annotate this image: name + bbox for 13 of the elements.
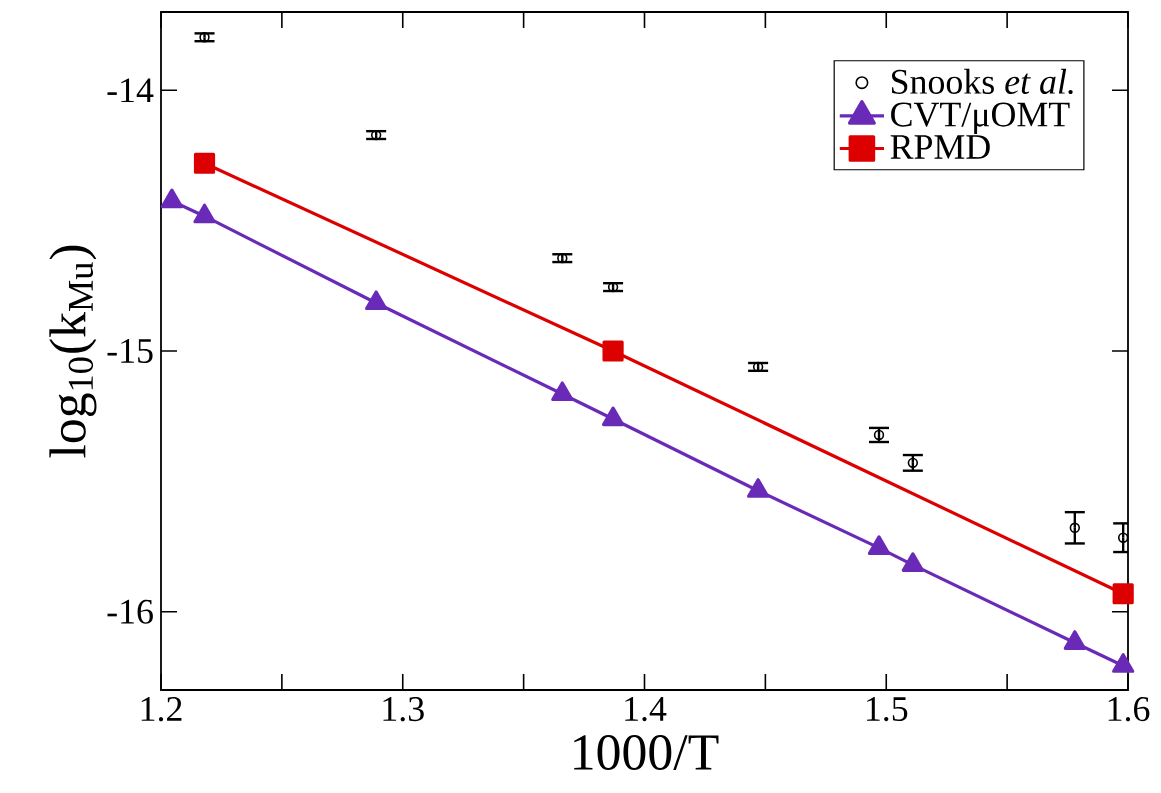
- x-tick-label: 1.3: [383, 697, 424, 722]
- y-tick-label: -15: [107, 338, 153, 363]
- y-tick-label: -14: [107, 78, 154, 103]
- legend-label: CVT/μOMT: [891, 102, 1070, 134]
- legend-label: RPMD: [890, 135, 990, 159]
- x-tick-label: 1.2: [141, 697, 182, 722]
- x-tick-label: 1.6: [1108, 697, 1150, 722]
- y-axis-title: log$_{10}$(k$_{Mu}$): [49, 245, 97, 458]
- x-axis-title: 1000/T: [574, 734, 719, 770]
- legend-label: Snooks et al.: [892, 68, 1073, 95]
- x-tick-label: 1.4: [625, 697, 667, 722]
- y-tick-label: -16: [107, 599, 153, 624]
- x-tick-label: 1.5: [866, 697, 908, 722]
